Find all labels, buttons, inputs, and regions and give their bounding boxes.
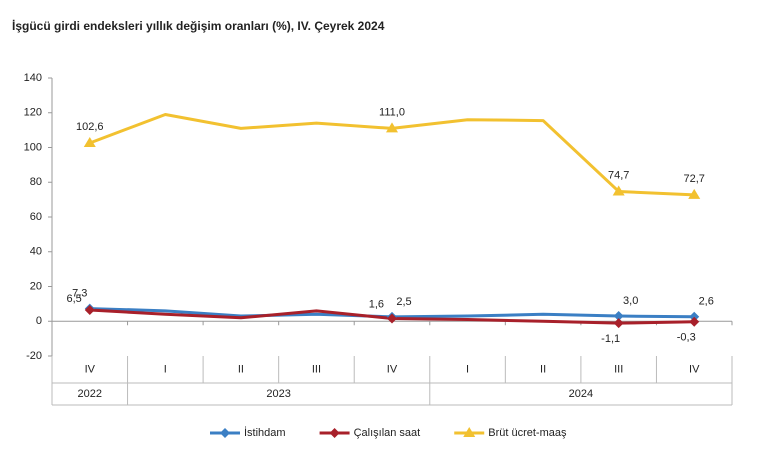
x-tick-label: II: [238, 363, 244, 375]
x-tick-label: II: [540, 363, 546, 375]
value-label: 1,6: [369, 298, 384, 310]
x-group-label: 2024: [569, 388, 593, 400]
value-label: -1,1: [601, 333, 620, 345]
legend-marker: [220, 428, 230, 438]
value-label: 2,5: [396, 296, 411, 308]
x-group-label: 2023: [266, 388, 290, 400]
x-tick-label: IV: [85, 363, 96, 375]
marker: [689, 316, 700, 327]
marker: [387, 313, 397, 324]
y-tick-label: 0: [36, 315, 42, 327]
marker: [613, 311, 624, 322]
x-tick-label: I: [466, 363, 469, 375]
x-tick-label: IV: [387, 363, 398, 375]
x-tick-label: IV: [689, 363, 700, 375]
y-tick-label: 60: [30, 211, 42, 223]
x-tick-label: I: [164, 363, 167, 375]
legend-label: Brüt ücret-maaş: [488, 427, 567, 439]
value-label: 7,3: [72, 287, 87, 299]
legend-label: İstihdam: [244, 426, 286, 439]
chart-title: İşgücü girdi endeksleri yıllık değişim o…: [12, 18, 385, 33]
value-label: 74,7: [608, 169, 629, 181]
y-tick-label: 40: [30, 246, 42, 258]
y-tick-label: 100: [24, 141, 42, 153]
y-tick-label: 120: [24, 107, 42, 119]
y-tick-label: -20: [26, 350, 42, 362]
value-label: 3,0: [623, 295, 638, 307]
x-group-label: 2022: [78, 388, 102, 400]
marker: [689, 311, 700, 322]
marker: [84, 304, 95, 315]
legend-label: Çalışılan saat: [354, 427, 421, 439]
marker: [83, 136, 96, 147]
marker: [386, 122, 398, 133]
y-tick-label: 140: [24, 72, 42, 84]
value-label: 111,0: [379, 106, 405, 118]
x-tick-label: III: [614, 363, 623, 375]
x-tick-label: III: [312, 363, 321, 375]
marker: [613, 318, 624, 329]
marker: [688, 188, 701, 199]
value-label: 2,6: [699, 296, 714, 308]
y-tick-label: 20: [30, 280, 42, 292]
marker: [612, 185, 625, 196]
legend-marker: [463, 427, 476, 437]
y-tick-label: 80: [30, 176, 42, 188]
value-label: 72,7: [684, 173, 705, 185]
legend-marker: [329, 428, 340, 438]
value-label: 6,5: [66, 293, 81, 305]
value-label: 102,6: [76, 121, 104, 133]
value-label: -0,3: [677, 332, 696, 344]
